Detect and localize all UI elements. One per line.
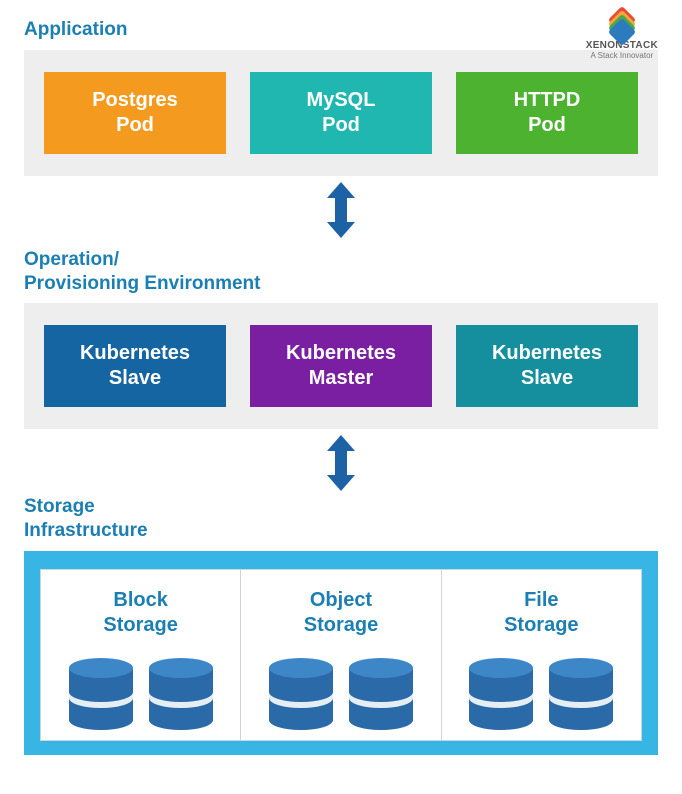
database-icon xyxy=(466,654,536,732)
operation-panel: KubernetesSlave KubernetesMaster Kuberne… xyxy=(24,303,658,429)
db-icons xyxy=(448,654,635,732)
storage-title: StorageInfrastructure xyxy=(24,495,658,543)
db-icons xyxy=(47,654,234,732)
k8s-slave-1: KubernetesSlave xyxy=(44,325,226,407)
arrow-app-to-op xyxy=(24,176,658,244)
pod-postgres: PostgresPod xyxy=(44,72,226,154)
pod-mysql: MySQLPod xyxy=(250,72,432,154)
arrow-op-to-storage xyxy=(24,429,658,497)
brand-logo: XENONSTACK A Stack Innovator xyxy=(586,10,658,60)
database-icon xyxy=(346,654,416,732)
storage-cell-file: FileStorage xyxy=(442,569,642,741)
database-icon xyxy=(266,654,336,732)
logo-tagline: A Stack Innovator xyxy=(586,51,658,60)
k8s-master: KubernetesMaster xyxy=(250,325,432,407)
storage-label: BlockStorage xyxy=(47,588,234,638)
database-icon xyxy=(146,654,216,732)
storage-panel: BlockStorage ObjectStorage FileStorage xyxy=(24,551,658,755)
database-icon xyxy=(546,654,616,732)
double-arrow-icon xyxy=(327,435,355,491)
db-icons xyxy=(247,654,434,732)
storage-cell-object: ObjectStorage xyxy=(241,569,441,741)
operation-title: Operation/Provisioning Environment xyxy=(24,248,658,296)
storage-label: FileStorage xyxy=(448,588,635,638)
database-icon xyxy=(66,654,136,732)
application-panel: PostgresPod MySQLPod HTTPDPod xyxy=(24,50,658,176)
logo-stack-icon xyxy=(604,10,640,38)
application-title: Application xyxy=(24,18,658,42)
double-arrow-icon xyxy=(327,182,355,238)
storage-label: ObjectStorage xyxy=(247,588,434,638)
storage-cell-block: BlockStorage xyxy=(40,569,241,741)
k8s-slave-2: KubernetesSlave xyxy=(456,325,638,407)
pod-httpd: HTTPDPod xyxy=(456,72,638,154)
